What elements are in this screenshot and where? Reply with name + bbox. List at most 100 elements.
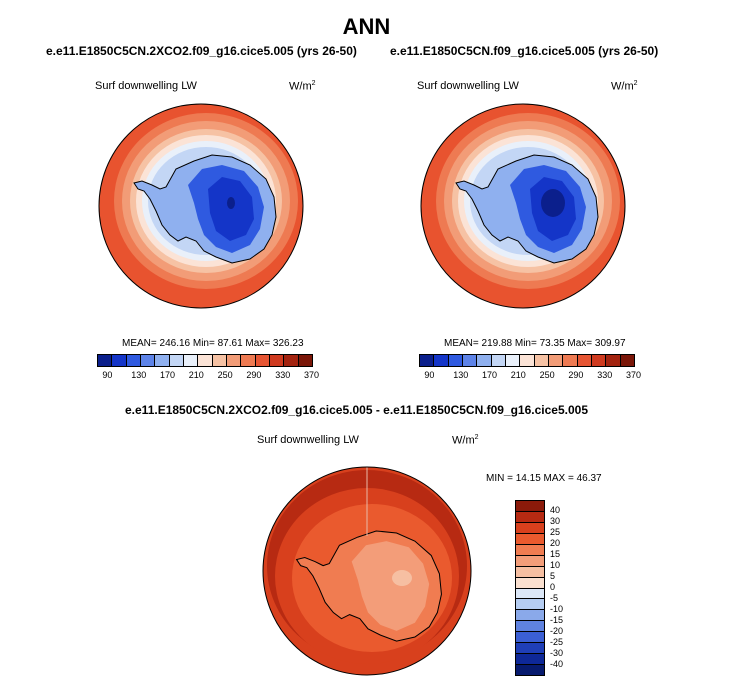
contour-band: [227, 197, 235, 209]
colorbar-tick-label: 130: [131, 370, 147, 380]
colorbar-tick-label: 250: [539, 370, 555, 380]
colorbar-swatch: [516, 643, 544, 655]
diff-colorbar: [515, 500, 545, 676]
colorbar-tick-label: 210: [510, 370, 526, 380]
colorbar-swatch: [516, 533, 544, 545]
colorbar-swatch: [155, 355, 170, 366]
colorbar-tick-label: 290: [246, 370, 262, 380]
colorbar-swatch: [198, 355, 213, 366]
colorbar-swatch: [269, 355, 285, 366]
colorbar-swatch: [516, 511, 544, 523]
colorbar-swatch: [212, 355, 227, 366]
colorbar-swatch: [516, 566, 544, 578]
colorbar-swatch: [434, 355, 449, 366]
panel1-colorbar: [97, 354, 313, 367]
colorbar-swatch: [140, 355, 156, 366]
colorbar-tick-label: -5: [550, 593, 559, 603]
colorbar-tick-label: -15: [550, 615, 564, 625]
colorbar-tick-label: 370: [626, 370, 642, 380]
colorbar-swatch: [620, 355, 634, 366]
panel2-variable-label: Surf downwelling LW: [417, 80, 519, 92]
colorbar-tick-label: -30: [550, 648, 564, 658]
colorbar-tick-label: 10: [550, 560, 561, 570]
colorbar-swatch: [516, 599, 544, 611]
coastline: [133, 154, 277, 264]
colorbar-swatch: [516, 555, 544, 567]
colorbar-swatch: [505, 355, 521, 366]
colorbar-tick-label: 330: [275, 370, 291, 380]
colorbar-swatch: [284, 355, 299, 366]
coastline: [295, 530, 442, 642]
colorbar-swatch: [420, 355, 435, 366]
colorbar-tick-label: 170: [482, 370, 498, 380]
colorbar-swatch: [169, 355, 184, 366]
colorbar-swatch: [98, 355, 113, 366]
colorbar-swatch: [520, 355, 535, 366]
panel1-stats: MEAN= 246.16 Min= 87.61 Max= 326.23: [122, 338, 304, 349]
colorbar-tick-label: 15: [550, 549, 561, 559]
colorbar-tick-label: 330: [597, 370, 613, 380]
colorbar-tick-label: 130: [453, 370, 469, 380]
colorbar-tick-label: 40: [550, 505, 561, 515]
colorbar-tick-label: 5: [550, 571, 556, 581]
colorbar-tick-label: 30: [550, 516, 561, 526]
contour-band: [351, 541, 430, 631]
panel2-polar-map: [420, 103, 626, 309]
colorbar-tick-label: 250: [217, 370, 233, 380]
colorbar-tick-label: 370: [304, 370, 320, 380]
colorbar-swatch: [448, 355, 463, 366]
colorbar-swatch: [516, 522, 544, 534]
panel2-colorbar: [419, 354, 635, 367]
figure-title: ANN: [342, 14, 391, 39]
coastline: [455, 154, 599, 264]
colorbar-tick-label: -40: [550, 659, 564, 669]
diff-polar-map: [262, 466, 472, 676]
diff-units: W/m2: [452, 434, 479, 447]
colorbar-swatch: [563, 355, 578, 366]
panel1-units: W/m2: [289, 80, 316, 93]
colorbar-swatch: [516, 621, 544, 633]
panel1-polar-map: [98, 103, 304, 309]
colorbar-tick-label: 170: [160, 370, 176, 380]
colorbar-swatch: [577, 355, 592, 366]
colorbar-tick-label: 25: [550, 527, 561, 537]
colorbar-swatch: [183, 355, 199, 366]
panel1-case-title: e.e11.E1850C5CN.2XCO2.f09_g16.cice5.005 …: [46, 44, 357, 58]
panel1-variable-label: Surf downwelling LW: [95, 80, 197, 92]
colorbar-tick-label: 290: [568, 370, 584, 380]
colorbar-swatch: [477, 355, 492, 366]
colorbar-tick-label: 210: [188, 370, 204, 380]
colorbar-tick-label: 20: [550, 538, 561, 548]
contour-band: [541, 189, 565, 217]
diff-case-title: e.e11.E1850C5CN.2XCO2.f09_g16.cice5.005 …: [125, 403, 588, 417]
colorbar-tick-label: -10: [550, 604, 564, 614]
panel2-case-title: e.e11.E1850C5CN.f09_g16.cice5.005 (yrs 2…: [390, 44, 659, 58]
colorbar-swatch: [516, 544, 544, 556]
colorbar-tick-label: 90: [102, 370, 113, 380]
colorbar-swatch: [548, 355, 564, 366]
colorbar-swatch: [516, 501, 544, 512]
colorbar-swatch: [516, 654, 544, 666]
colorbar-swatch: [491, 355, 506, 366]
colorbar-tick-label: -25: [550, 637, 564, 647]
colorbar-swatch: [226, 355, 242, 366]
colorbar-swatch: [534, 355, 549, 366]
colorbar-swatch: [241, 355, 256, 366]
colorbar-swatch: [112, 355, 127, 366]
panel2-colorbar-ticks: 90 130 170 210 250 290 330 370: [419, 370, 641, 382]
colorbar-swatch: [516, 665, 544, 675]
colorbar-swatch: [298, 355, 312, 366]
panel1-colorbar-ticks: 90 130 170 210 250 290 330 370: [97, 370, 319, 382]
colorbar-swatch: [126, 355, 141, 366]
panel2-units: W/m2: [611, 80, 638, 93]
colorbar-swatch: [591, 355, 607, 366]
colorbar-swatch: [255, 355, 270, 366]
colorbar-swatch: [516, 610, 544, 622]
diff-variable-label: Surf downwelling LW: [257, 434, 359, 446]
colorbar-tick-label: -20: [550, 626, 564, 636]
colorbar-swatch: [516, 632, 544, 644]
colorbar-swatch: [516, 577, 544, 589]
colorbar-tick-label: 0: [550, 582, 556, 592]
diff-stats: MIN = 14.15 MAX = 46.37: [486, 473, 602, 484]
diff-colorbar-ticks: 40 30 25 20 15 10 5 0 -5 -10 -15 -20 -25 -30 -40: [550, 500, 580, 676]
